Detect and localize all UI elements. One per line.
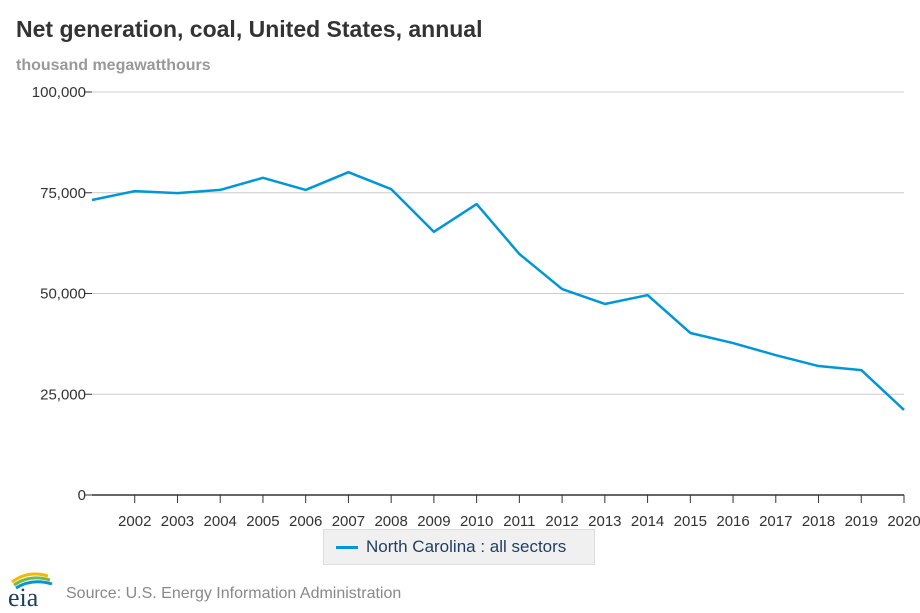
x-tick-label: 2020: [887, 513, 920, 530]
x-tick-label: 2010: [460, 513, 493, 530]
x-tick-label: 2014: [631, 513, 664, 530]
x-tick-label: 2005: [246, 513, 279, 530]
x-tick-label: 2012: [545, 513, 578, 530]
legend-label: North Carolina : all sectors: [366, 537, 567, 556]
x-tick-label: 2018: [802, 513, 835, 530]
x-tick-label: 2003: [161, 513, 194, 530]
y-tick-label: 100,000: [32, 84, 86, 101]
x-tick-label: 2019: [845, 513, 878, 530]
x-tick-label: 2017: [759, 513, 792, 530]
x-tick-label: 2011: [503, 513, 535, 530]
svg-text:eia: eia: [8, 583, 39, 610]
chart-title: Net generation, coal, United States, ann…: [16, 16, 483, 42]
x-tick-label: 2008: [374, 513, 407, 530]
legend-item[interactable]: North Carolina : all sectors: [323, 529, 595, 565]
chart-units: thousand megawatthours: [16, 57, 211, 74]
x-tick-label: 2006: [289, 513, 322, 530]
x-tick-label: 2004: [204, 513, 237, 530]
source-note: Source: U.S. Energy Information Administ…: [66, 585, 402, 602]
legend-swatch: [336, 545, 358, 549]
x-tick-label: 2016: [716, 513, 749, 530]
y-tick-label: 50,000: [40, 286, 86, 303]
x-tick-label: 2002: [118, 513, 151, 530]
x-tick-label: 2013: [588, 513, 621, 530]
x-tick-label: 2009: [417, 513, 450, 530]
eia-logo: eia: [8, 572, 53, 610]
y-tick-label: 75,000: [40, 185, 86, 202]
y-tick-label: 0: [78, 487, 86, 504]
y-tick-label: 25,000: [40, 386, 86, 403]
series-line: [91, 170, 905, 411]
x-tick-label: 2007: [332, 513, 365, 530]
x-tick-label: 2015: [674, 513, 707, 530]
